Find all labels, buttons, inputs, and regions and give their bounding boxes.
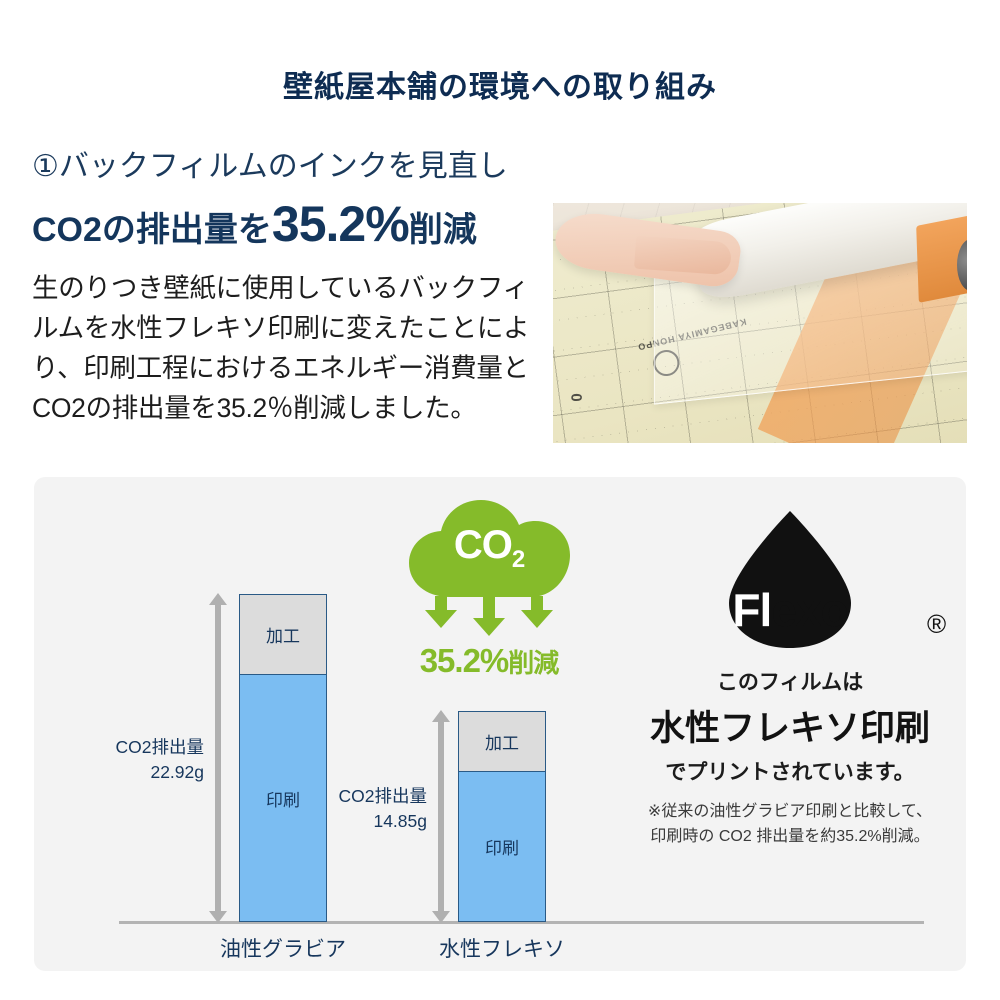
- flexo-note-line2: 印刷時の CO2 排出量を約35.2%削減。: [650, 827, 930, 845]
- comparison-panel: CO2排出量 22.92g 加工 印刷 油性グラビア CO2排出量 14.: [34, 477, 966, 971]
- bar2-total-label: CO2排出量 14.85g: [297, 784, 427, 835]
- bar2-total-label-line1: CO2排出量: [338, 786, 427, 806]
- bar1-total-arrow: [209, 593, 227, 923]
- bar1-segment-print-label: 印刷: [266, 790, 300, 810]
- page-title: 壁紙屋本舗の環境への取り組み: [283, 71, 717, 104]
- bar2-segment-process: 加工: [459, 712, 545, 772]
- flexo-wordmark: Flexo: [695, 583, 885, 637]
- intro-sub-value: 35.2%: [271, 195, 410, 252]
- wallpaper-film-photo: KABEGAMIYA HONPO 0 10: [553, 203, 967, 443]
- bar2-segment-print: 印刷: [459, 772, 545, 921]
- bar-水性フレキソ: 加工 印刷: [458, 711, 546, 922]
- bar1-segment-process-label: 加工: [266, 627, 300, 646]
- intro-section: ①バックフィルムのインクを見直し CO2の排出量を35.2%削減 生のりつき壁紙…: [32, 150, 532, 429]
- co2-cloud-icon: CO2: [403, 497, 576, 602]
- bar2-segment-process-label: 加工: [485, 734, 519, 753]
- flexo-line3: でプリントされています。: [665, 761, 915, 784]
- fingers: [633, 235, 733, 276]
- co2-reduction-text: 35.2%削減: [389, 642, 589, 680]
- bar2-total-arrow: [432, 710, 450, 923]
- flexo-note-line1: ※従来の油性グラビア印刷と比較して、: [647, 803, 933, 820]
- roll-end-cap: [957, 239, 967, 291]
- bar2-segment-print-label: 印刷: [485, 839, 519, 858]
- bar1-total-label-line2: 22.92g: [150, 762, 204, 783]
- chart-baseline-axis: [119, 921, 924, 924]
- intro-sub-suffix: 削減: [408, 210, 477, 249]
- co2-bar-chart: CO2排出量 22.92g 加工 印刷 油性グラビア CO2排出量 14.: [34, 477, 924, 971]
- flexo-note: ※従来の油性グラビア印刷と比較して、 印刷時の CO2 排出量を約35.2%削減…: [614, 800, 966, 850]
- intro-heading: ①バックフィルムのインクを見直し: [32, 150, 508, 183]
- flexo-ink-drop-logo: Flexo ®: [695, 507, 946, 652]
- flexo-block: Flexo ® このフィルムは 水性フレキソ印刷 でプリントされています。 ※従…: [614, 507, 966, 850]
- flexo-wordmark-black: exo: [771, 584, 848, 636]
- co2-reduction-word: 削減: [508, 648, 559, 678]
- bar1-category-label: 油性グラビア: [220, 938, 346, 961]
- bar2-category-label: 水性フレキソ: [439, 938, 565, 961]
- intro-body: 生のりつき壁紙に使用しているバックフィルムを水性フレキソ印刷に変えたことにより、…: [32, 272, 530, 424]
- flexo-line2: 水性フレキソ印刷: [649, 709, 930, 748]
- co2-reduction-value: 35.2%: [419, 642, 510, 679]
- intro-subheading: CO2の排出量を35.2%削減: [32, 195, 532, 252]
- co2-reduction-callout: CO2 35.2%削減: [389, 497, 589, 680]
- flexo-line1: このフィルムは: [716, 671, 864, 694]
- intro-sub-prefix: CO2の排出量を: [32, 210, 272, 249]
- down-arrows-icon: [419, 596, 559, 638]
- co2-cloud-label-sub: 2: [511, 546, 525, 573]
- bar1-segment-print: 印刷: [240, 675, 326, 921]
- co2-cloud-label-main: CO: [453, 523, 513, 567]
- bar1-segment-process: 加工: [240, 595, 326, 675]
- bar2-total-label-line2: 14.85g: [373, 811, 427, 832]
- ruler-zero-mark: 0: [568, 393, 586, 402]
- bar1-total-label-line1: CO2排出量: [115, 737, 204, 757]
- bar1-total-label: CO2排出量 22.92g: [74, 735, 204, 786]
- registered-trademark-icon: ®: [927, 609, 947, 639]
- flexo-wordmark-white: Fl: [732, 584, 772, 636]
- co2-cloud-label: CO2: [403, 523, 576, 574]
- bar-油性グラビア: 加工 印刷: [239, 594, 327, 922]
